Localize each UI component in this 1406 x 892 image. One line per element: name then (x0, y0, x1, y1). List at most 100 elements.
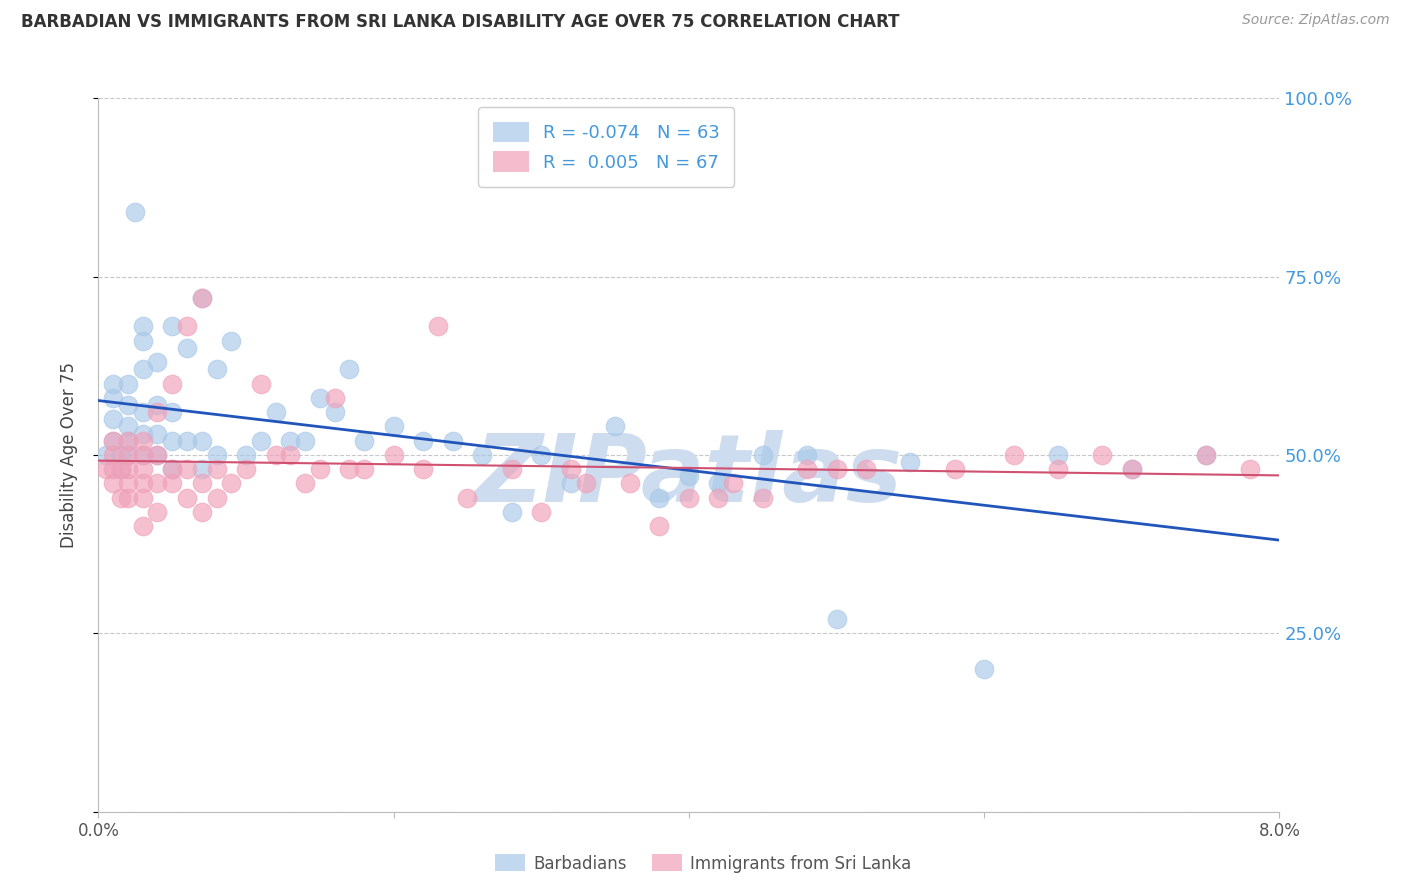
Point (110, 448, 132, 462)
Y-axis label: Disability Age Over 75: Disability Age Over 75 (59, 362, 77, 548)
Point (1194, 448, 1216, 462)
Point (103, 462, 125, 476)
Point (648, 491, 671, 505)
Point (235, 448, 257, 462)
Point (294, 476, 316, 491)
Point (707, 491, 730, 505)
Point (132, 491, 155, 505)
Point (278, 448, 302, 462)
Point (501, 462, 523, 476)
Point (103, 391, 125, 405)
Point (678, 469, 700, 483)
Point (176, 462, 198, 476)
Text: BARBADIAN VS IMMIGRANTS FROM SRI LANKA DISABILITY AGE OVER 75 CORRELATION CHART: BARBADIAN VS IMMIGRANTS FROM SRI LANKA D… (21, 13, 900, 31)
Point (353, 462, 375, 476)
Point (132, 448, 155, 462)
Point (219, 334, 242, 348)
Point (110, 462, 132, 476)
Point (264, 405, 287, 419)
Point (412, 434, 434, 448)
Point (162, 376, 183, 391)
Point (530, 448, 553, 462)
Point (117, 398, 139, 412)
Point (456, 491, 478, 505)
Point (900, 455, 922, 469)
Point (205, 448, 228, 462)
Point (103, 376, 125, 391)
Point (146, 505, 169, 519)
Point (1002, 448, 1025, 462)
Point (648, 519, 671, 533)
Point (278, 434, 302, 448)
Point (117, 491, 139, 505)
Point (250, 376, 273, 391)
Point (94, 448, 117, 462)
Point (471, 448, 494, 462)
Point (1121, 462, 1143, 476)
Point (751, 491, 773, 505)
Point (441, 434, 464, 448)
Point (146, 448, 169, 462)
Point (294, 434, 316, 448)
Point (162, 476, 183, 491)
Point (117, 448, 139, 462)
Point (796, 448, 818, 462)
Point (678, 491, 700, 505)
Point (110, 462, 132, 476)
Point (132, 519, 155, 533)
Point (146, 398, 169, 412)
Point (382, 448, 405, 462)
Point (1121, 462, 1143, 476)
Point (605, 419, 627, 434)
Point (1091, 448, 1114, 462)
Point (132, 476, 155, 491)
Point (146, 448, 169, 462)
Point (1046, 462, 1069, 476)
Point (132, 462, 155, 476)
Point (1194, 448, 1216, 462)
Point (146, 405, 169, 419)
Point (205, 491, 228, 505)
Point (382, 419, 405, 434)
Point (117, 419, 139, 434)
Point (308, 462, 332, 476)
Point (337, 362, 360, 376)
Text: ZIPatlas: ZIPatlas (475, 430, 903, 523)
Point (353, 434, 375, 448)
Point (308, 391, 332, 405)
Point (117, 434, 139, 448)
Point (162, 434, 183, 448)
Point (132, 362, 155, 376)
Point (176, 434, 198, 448)
Point (574, 476, 596, 491)
Point (751, 448, 773, 462)
Point (146, 426, 169, 441)
Point (162, 462, 183, 476)
Point (103, 476, 125, 491)
Point (235, 462, 257, 476)
Point (205, 362, 228, 376)
Point (250, 434, 273, 448)
Text: Source: ZipAtlas.com: Source: ZipAtlas.com (1241, 13, 1389, 28)
Point (973, 662, 995, 676)
Point (560, 462, 582, 476)
Point (110, 491, 132, 505)
Point (103, 434, 125, 448)
Point (337, 462, 360, 476)
Point (721, 476, 744, 491)
Point (176, 491, 198, 505)
Point (825, 462, 848, 476)
Point (124, 205, 146, 219)
Point (117, 476, 139, 491)
Point (825, 612, 848, 626)
Point (426, 319, 449, 334)
Point (560, 476, 582, 491)
Point (191, 291, 214, 305)
Point (530, 505, 553, 519)
Point (103, 412, 125, 426)
Point (323, 405, 346, 419)
Point (323, 391, 346, 405)
Point (191, 291, 214, 305)
Point (162, 319, 183, 334)
Point (117, 376, 139, 391)
